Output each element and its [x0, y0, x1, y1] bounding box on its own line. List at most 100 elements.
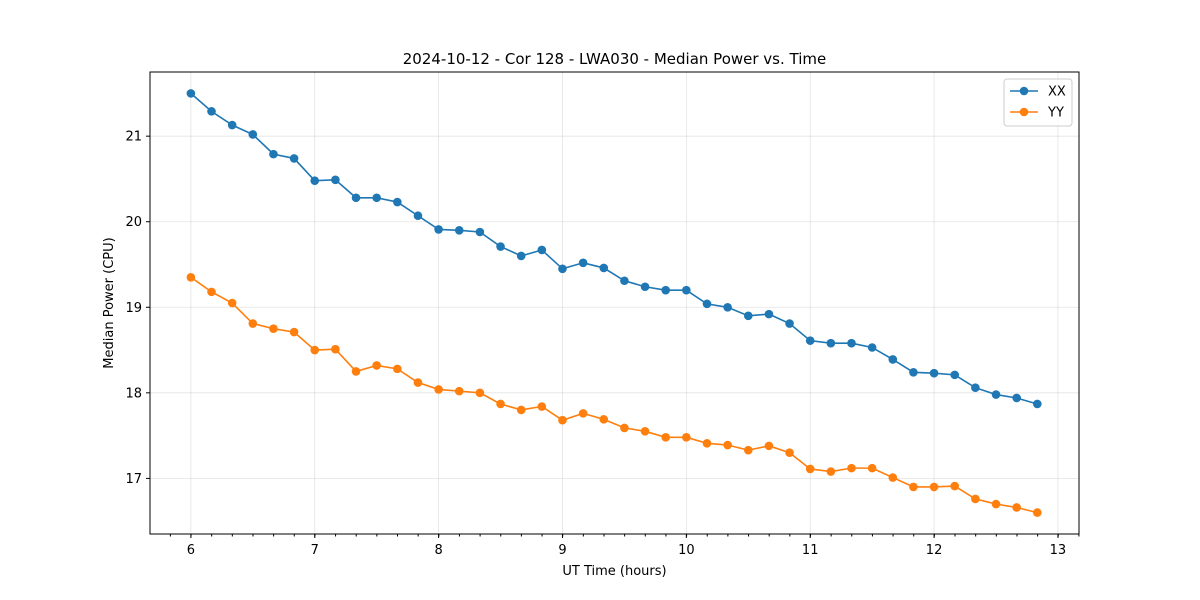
data-point-yy [682, 433, 691, 442]
series-xx [186, 89, 1042, 409]
plot-frame [149, 71, 1080, 535]
data-point-yy [805, 464, 815, 474]
data-point-xx [186, 89, 196, 98]
data-point-yy [310, 345, 320, 355]
x-axis-label: UT Time (hours) [562, 564, 666, 579]
data-point-xx [248, 130, 258, 139]
x-tick-label: 12 [926, 543, 943, 558]
data-point-xx [743, 311, 753, 321]
y-tick-label: 18 [125, 386, 142, 401]
data-point-xx [909, 368, 918, 377]
y-tick-label: 20 [125, 215, 142, 230]
data-point-xx [867, 343, 877, 352]
x-axis-ticks: 6 7 8 9 10 11 12 13 [169, 534, 1080, 558]
data-point-xx [496, 242, 505, 251]
data-point-yy [599, 415, 609, 424]
series-line-yy [190, 276, 1038, 514]
data-point-yy [1012, 503, 1021, 512]
data-point-yy [248, 319, 258, 328]
legend-item-yy: YY [1010, 106, 1064, 121]
data-point-xx [434, 225, 443, 234]
legend-label-yy: YY [1047, 106, 1064, 121]
data-point-xx [805, 336, 815, 345]
data-point-xx [661, 285, 670, 295]
data-point-yy [537, 402, 547, 411]
data-point-xx [785, 319, 794, 328]
legend-marker-xx [1019, 86, 1029, 96]
data-point-yy [372, 361, 381, 370]
data-point-yy [227, 298, 237, 308]
data-point-xx [372, 193, 381, 203]
data-point-xx [413, 211, 423, 221]
data-point-xx [1012, 393, 1021, 403]
data-point-yy [454, 386, 464, 396]
data-point-yy [929, 482, 939, 492]
data-point-yy [516, 405, 526, 415]
data-point-xx [516, 251, 526, 261]
data-point-yy [269, 324, 278, 333]
data-point-yy [1032, 508, 1042, 517]
data-point-xx [289, 154, 299, 163]
y-axis-label: Median Power (CPU) [102, 237, 117, 368]
series-line-xx [190, 92, 1038, 405]
data-point-xx [847, 338, 856, 348]
x-tick-label: 10 [678, 543, 695, 558]
data-point-yy [558, 415, 567, 425]
data-point-yy [909, 482, 918, 492]
data-point-yy [661, 433, 670, 442]
data-point-xx [599, 263, 609, 273]
data-point-xx [537, 245, 547, 255]
data-point-yy [351, 367, 361, 376]
data-point-yy [950, 481, 960, 491]
series-yy [186, 273, 1042, 517]
data-point-xx [331, 175, 340, 185]
x-tick-label: 13 [1050, 543, 1067, 558]
data-point-yy [289, 327, 299, 337]
data-point-xx [558, 264, 567, 274]
data-point-yy [620, 423, 629, 433]
y-tick-label: 19 [125, 301, 142, 316]
chart-title: 2024-10-12 - Cor 128 - LWA030 - Median P… [403, 50, 827, 68]
x-tick-label: 11 [802, 543, 819, 558]
data-point-xx [475, 227, 485, 237]
x-tick-label: 8 [434, 543, 442, 558]
y-tick-label: 17 [125, 472, 142, 487]
data-point-yy [743, 445, 753, 455]
data-point-xx [1032, 399, 1042, 409]
data-point-yy [413, 378, 423, 387]
data-point-xx [207, 107, 216, 116]
data-point-yy [723, 440, 732, 450]
data-point-yy [826, 467, 836, 476]
data-point-xx [578, 258, 588, 268]
series-layer [186, 89, 1042, 517]
data-point-xx [929, 368, 939, 378]
data-point-xx [888, 355, 898, 364]
data-point-yy [702, 439, 712, 448]
x-tick-label: 9 [558, 543, 566, 558]
data-point-yy [971, 494, 980, 504]
data-point-yy [888, 473, 898, 482]
data-point-yy [393, 364, 402, 374]
data-point-yy [991, 499, 1001, 509]
legend: XX YY [1003, 78, 1073, 127]
data-point-yy [186, 273, 196, 282]
data-point-xx [351, 193, 361, 203]
x-tick-label: 6 [187, 543, 195, 558]
legend-marker-yy [1019, 107, 1029, 117]
data-point-xx [826, 338, 836, 348]
data-point-xx [682, 285, 691, 295]
data-point-yy [847, 463, 856, 473]
data-point-xx [640, 282, 650, 292]
grid-layer [150, 72, 1079, 534]
data-point-xx [227, 120, 237, 130]
data-point-yy [331, 344, 340, 354]
data-point-yy [475, 388, 485, 398]
data-point-xx [702, 299, 712, 309]
data-point-yy [867, 463, 877, 473]
data-point-yy [207, 287, 216, 297]
data-point-yy [578, 409, 588, 418]
y-tick-label: 21 [125, 130, 142, 145]
data-point-yy [785, 448, 794, 458]
data-point-xx [310, 176, 320, 185]
legend-label-xx: XX [1048, 85, 1066, 100]
